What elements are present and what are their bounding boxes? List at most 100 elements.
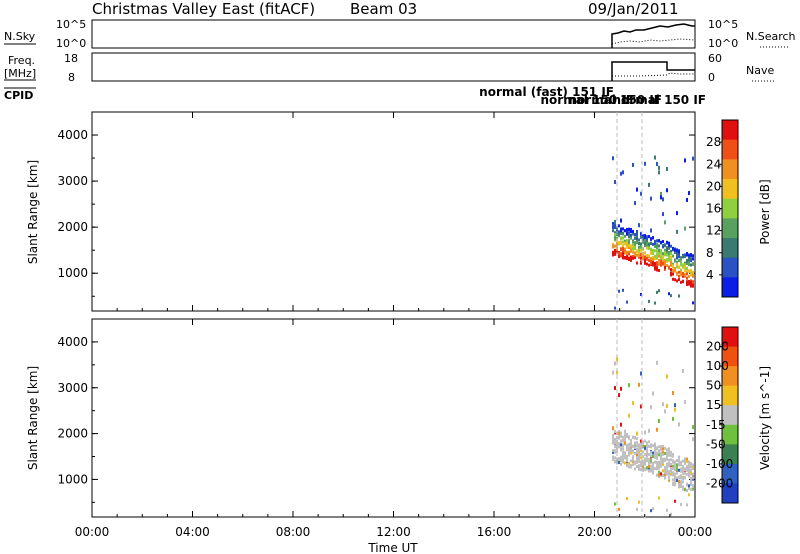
data-cell (614, 441, 616, 445)
data-cell (692, 301, 694, 305)
data-cell (684, 269, 686, 273)
data-cell (688, 474, 690, 478)
data-cell (630, 465, 632, 469)
data-cell (656, 473, 658, 477)
data-cell (680, 463, 682, 467)
colorbar-tick-label: 100 (706, 359, 729, 373)
data-cell (650, 444, 652, 448)
data-cell (654, 448, 656, 452)
data-cell (638, 248, 640, 252)
data-cell (642, 442, 644, 446)
data-cell (622, 450, 624, 454)
data-cell (654, 249, 656, 253)
data-cell (690, 482, 692, 486)
velocity-panel: 1000 2000 3000 4000 Slant Range [km] (26, 318, 696, 519)
data-cell (630, 447, 632, 451)
nave-tick-bottom: 0 (708, 71, 715, 84)
data-cell (634, 247, 636, 251)
data-cell (688, 253, 690, 257)
data-cell (638, 254, 640, 258)
nsky-tick-bottom: 10^0 (56, 37, 86, 50)
data-cell (656, 427, 658, 432)
data-cell (692, 262, 694, 266)
data-cell (692, 254, 694, 258)
data-cell (656, 360, 658, 365)
data-cell (644, 430, 646, 435)
data-cell (640, 248, 642, 252)
freq-panel: Freq. [MHz] 18 8 60 0 Nave (4, 52, 776, 84)
data-cell (636, 250, 638, 254)
colorbar-segment (722, 238, 738, 259)
data-cell (634, 256, 636, 260)
data-cell (612, 370, 614, 375)
data-cell (686, 252, 688, 256)
data-cell (662, 445, 664, 449)
data-cell (626, 227, 628, 231)
colorbar-tick-label: 15 (706, 398, 721, 412)
data-cell (688, 460, 690, 464)
data-cell (678, 475, 680, 479)
data-cell (658, 461, 660, 465)
data-cell (626, 458, 628, 462)
data-cell (620, 229, 622, 233)
data-cell (614, 437, 616, 441)
data-cell (676, 272, 678, 276)
data-cell (652, 471, 654, 475)
power-colorbar-label: Power [dB] (758, 179, 772, 244)
data-cell (648, 263, 650, 267)
data-cell (656, 268, 658, 272)
data-cell (624, 241, 626, 245)
data-cell (620, 455, 622, 459)
data-cell (690, 273, 692, 277)
data-cell (686, 464, 688, 468)
colorbar-segment (722, 179, 738, 200)
data-cell (670, 257, 672, 261)
data-cell (650, 464, 652, 468)
xtick-label: 12:00 (376, 525, 411, 539)
data-cell (624, 461, 626, 465)
data-cell (640, 468, 642, 472)
data-cell (618, 224, 620, 228)
data-cell (668, 258, 670, 262)
data-cell (666, 448, 668, 452)
data-cell (662, 402, 664, 407)
data-cell (622, 170, 624, 175)
cpid-mode-3: normal 150 IF (569, 93, 663, 107)
data-cell (656, 265, 658, 269)
data-cell (690, 253, 692, 257)
data-cell (624, 256, 626, 260)
data-cell (670, 268, 672, 272)
data-cell (634, 445, 636, 449)
data-cell (678, 278, 680, 282)
data-cell (622, 240, 624, 244)
data-cell (664, 251, 666, 255)
data-cell (678, 294, 680, 298)
data-cell (650, 509, 652, 513)
data-cell (658, 289, 660, 293)
data-cell (676, 478, 678, 482)
data-cell (650, 257, 652, 261)
data-cell (640, 448, 642, 452)
data-cell (634, 241, 636, 245)
data-cell (690, 268, 692, 272)
data-cell (692, 474, 694, 478)
data-cell (662, 259, 664, 263)
data-cell (618, 442, 620, 446)
data-cell (646, 262, 648, 266)
data-cell (672, 482, 674, 486)
data-cell (630, 459, 632, 463)
colorbar-tick-label: 28 (706, 135, 721, 149)
data-cell (614, 248, 616, 252)
velocity-colorbar: 200 100 50 15 -15 -50 -100 -200 Velocity [m s^-… (706, 326, 772, 504)
data-cell (646, 237, 648, 241)
power-data (612, 155, 694, 310)
data-cell (660, 472, 662, 476)
data-cell (656, 451, 658, 455)
data-cell (686, 270, 688, 274)
data-cell (628, 227, 630, 232)
data-cell (638, 382, 640, 387)
data-cell (672, 460, 674, 464)
data-cell (688, 464, 690, 468)
data-cell (620, 431, 622, 435)
data-cell (636, 447, 638, 451)
